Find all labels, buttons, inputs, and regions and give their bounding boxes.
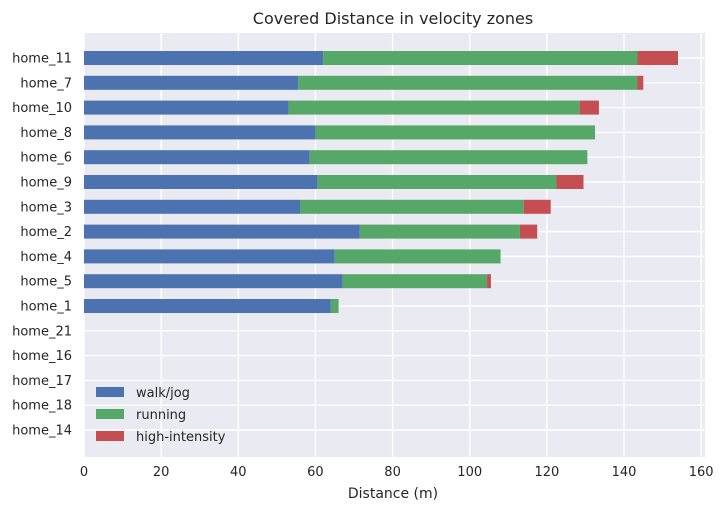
legend-swatch (96, 431, 124, 441)
bar-segment (300, 199, 524, 214)
x-tick-labels: 0 20 40 60 80 100 120 140 160 (80, 465, 714, 480)
y-tick-label: home_16 (12, 349, 72, 364)
bar-segment (84, 75, 299, 90)
bar-segment (84, 299, 331, 313)
y-tick-label: home_18 (12, 399, 72, 414)
bar-segment (323, 51, 638, 65)
bar-segment (315, 125, 596, 140)
bar-segment (330, 299, 339, 313)
x-axis-label: Distance (m) (348, 486, 438, 502)
bar-segment (309, 150, 588, 165)
bars (84, 51, 678, 313)
bar-segment (84, 175, 318, 189)
bar-segment (84, 224, 360, 239)
y-tick-label: home_6 (20, 151, 72, 166)
bar-segment (523, 199, 551, 214)
y-tick-label: home_14 (12, 424, 72, 439)
legend-label: walk/jog (136, 386, 190, 401)
y-tick-label: home_17 (12, 374, 72, 389)
bar-segment (487, 274, 491, 289)
legend-label: running (136, 408, 186, 423)
bar-segment (84, 249, 335, 264)
x-tick-label: 80 (384, 465, 401, 480)
x-tick-label: 120 (534, 465, 559, 480)
y-tick-label: home_9 (20, 176, 72, 191)
bar-segment (637, 75, 644, 90)
y-tick-label: home_4 (20, 250, 72, 265)
bar-segment (359, 224, 520, 239)
y-tick-label: home_2 (20, 225, 72, 240)
bar-segment (334, 249, 501, 264)
bar-segment (342, 274, 488, 289)
bar-segment (556, 175, 584, 189)
bar-segment (317, 175, 557, 189)
y-tick-label: home_21 (12, 324, 72, 339)
bar-segment (84, 199, 300, 214)
bar-segment (84, 125, 316, 140)
y-tick-label: home_5 (20, 275, 72, 290)
chart-title: Covered Distance in velocity zones (253, 9, 533, 28)
bar-segment (298, 75, 638, 90)
x-tick-label: 0 (80, 465, 88, 480)
x-tick-label: 140 (612, 465, 637, 480)
bar-segment (84, 100, 289, 115)
legend-swatch (96, 409, 124, 419)
bar-segment (84, 274, 343, 289)
bar-segment (637, 51, 678, 65)
y-tick-label: home_7 (20, 76, 72, 91)
y-tick-label: home_11 (12, 52, 72, 67)
y-tick-label: home_10 (12, 101, 72, 116)
legend-swatch (96, 387, 124, 397)
y-tick-label: home_8 (20, 126, 72, 141)
bar-segment (519, 224, 538, 239)
y-tick-label: home_1 (20, 300, 72, 315)
x-tick-label: 60 (307, 465, 324, 480)
bar-segment (84, 150, 310, 165)
y-tick-labels: home_11 home_7 home_10 home_8 home_6 home_9ho… (12, 52, 72, 439)
bar-segment (579, 100, 599, 115)
x-tick-label: 100 (457, 465, 482, 480)
y-tick-label: home_3 (20, 200, 72, 215)
x-tick-label: 20 (153, 465, 170, 480)
bar-segment (288, 100, 580, 115)
x-tick-label: 40 (230, 465, 247, 480)
bar-segment (84, 51, 324, 65)
legend: walk/jog running high-intensity (96, 386, 226, 445)
x-tick-label: 160 (689, 465, 714, 480)
legend-label: high-intensity (136, 430, 226, 445)
